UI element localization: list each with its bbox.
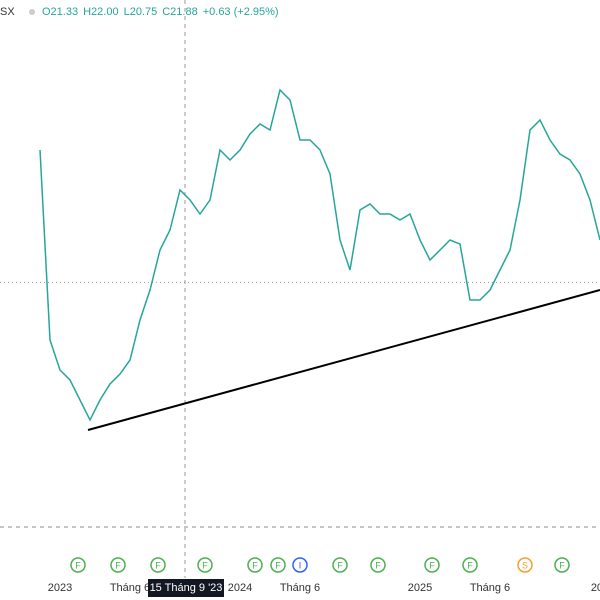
event-badge: [370, 557, 386, 573]
event-badge: [332, 557, 348, 573]
event-label: F: [252, 560, 258, 570]
event-label: F: [115, 560, 121, 570]
ohlc-value: H22.00: [83, 6, 118, 18]
event-label: F: [202, 560, 208, 570]
event-label: F: [467, 560, 473, 570]
ohlc-value: O21.33: [42, 6, 78, 18]
event-label: I: [299, 560, 302, 570]
ohlc-value: +0.63 (+2.95%): [203, 6, 279, 18]
event-badge: [462, 557, 478, 573]
event-label: F: [75, 560, 81, 570]
ohlc-value: C21.88: [162, 6, 197, 18]
event-badge: [197, 557, 213, 573]
event-label: F: [337, 560, 343, 570]
event-label: F: [275, 560, 281, 570]
crosshair-label-box: [148, 579, 224, 597]
event-badge: [292, 557, 308, 573]
x-tick-label: 2023: [48, 582, 72, 594]
x-tick-label: Tháng 6: [280, 582, 320, 594]
event-badge: [110, 557, 126, 573]
price-line-series: [39, 88, 600, 422]
event-badge: [517, 557, 533, 573]
event-label: F: [155, 560, 161, 570]
ohlc-value: L20.75: [124, 6, 158, 18]
x-tick-label: Tháng 6: [110, 582, 150, 594]
event-badge: [554, 557, 570, 573]
event-badge: [247, 557, 263, 573]
trendline: [87, 289, 600, 431]
event-badge: [270, 557, 286, 573]
status-dot: [29, 9, 35, 15]
x-tick-label: 2025: [408, 582, 432, 594]
event-label: F: [559, 560, 565, 570]
crosshair-label: 15 Tháng 9 '23: [150, 582, 223, 594]
event-badge: [150, 557, 166, 573]
x-tick-label: 2024: [228, 582, 252, 594]
event-badge: [424, 557, 440, 573]
x-tick-label: Tháng 6: [470, 582, 510, 594]
x-tick-label: 202: [591, 582, 600, 594]
event-label: F: [375, 560, 381, 570]
event-label: F: [429, 560, 435, 570]
event-badge: [70, 557, 86, 573]
event-label: S: [522, 560, 528, 570]
ticker: SX: [0, 6, 15, 18]
